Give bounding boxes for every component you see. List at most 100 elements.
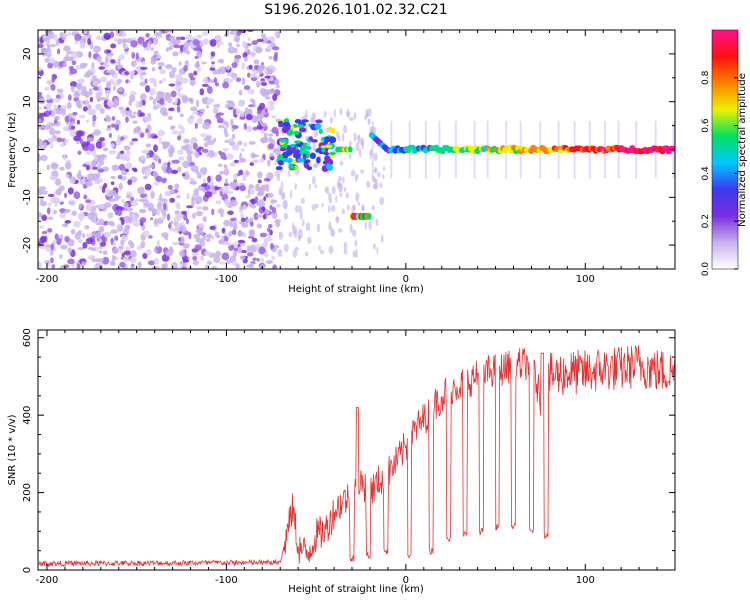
heatmap-noise-blob xyxy=(98,226,105,233)
heatmap-noise-blob xyxy=(224,132,229,138)
heatmap-noise-blob xyxy=(263,132,268,139)
heatmap-noise-blob xyxy=(171,125,176,130)
heatmap-noise-blob xyxy=(194,62,200,69)
heatmap-noise-blob xyxy=(229,181,238,190)
heatmap-noise-blob xyxy=(259,232,267,238)
heatmap-noise-blob xyxy=(38,106,43,110)
heatmap-noise-blob xyxy=(53,209,57,215)
heatmap-noise-blob xyxy=(243,123,247,130)
heatmap-noise-blob xyxy=(53,104,57,110)
heatmap-noise-blob xyxy=(64,162,72,170)
heatmap-noise-blob xyxy=(119,109,127,114)
heatmap-noise-blob xyxy=(82,176,86,185)
heatmap-noise-blob xyxy=(250,51,256,58)
heatmap-noise-blob xyxy=(199,240,206,247)
heatmap-noise-blob xyxy=(271,206,277,214)
heatmap-noise-blob xyxy=(194,152,200,159)
heatmap-noise-blob xyxy=(38,97,46,105)
heatmap-faint-blob xyxy=(328,245,334,255)
heatmap-noise-blob xyxy=(241,40,247,48)
heatmap-noise-blob xyxy=(145,154,150,159)
heatmap-noise-blob xyxy=(50,110,55,116)
heatmap-noise-blob xyxy=(231,133,236,140)
heatmap-noise-blob xyxy=(199,108,206,113)
heatmap-faint-blob xyxy=(372,183,378,190)
heatmap-noise-blob xyxy=(145,32,150,38)
heatmap-noise-blob xyxy=(84,99,89,107)
heatmap-noise-blob xyxy=(213,35,222,41)
heatmap-noise-blob xyxy=(133,168,138,173)
heatmap-faint-blob xyxy=(318,245,322,251)
heatmap-noise-blob xyxy=(267,143,274,150)
heatmap-noise-blob xyxy=(110,43,117,49)
heatmap-noise-blob xyxy=(126,194,131,199)
heatmap-noise-blob xyxy=(63,210,70,214)
heatmap-noise-blob xyxy=(251,67,256,72)
heatmap-noise-blob xyxy=(153,257,160,265)
heatmap-faint-blob xyxy=(371,175,376,182)
heatmap-noise-blob xyxy=(38,118,42,123)
heatmap-noise-blob xyxy=(267,192,275,198)
heatmap-noise-blob xyxy=(139,112,145,117)
heatmap-noise-blob xyxy=(115,30,124,37)
heatmap-noise-blob xyxy=(71,60,77,66)
colorbar-gradient xyxy=(712,30,738,269)
heatmap-noise-blob xyxy=(191,115,195,119)
heatmap-noise-blob xyxy=(133,127,141,133)
heatmap-noise-blob xyxy=(85,233,93,238)
heatmap-tone-blob xyxy=(299,127,307,133)
heatmap-noise-blob xyxy=(163,202,167,211)
heatmap-noise-blob xyxy=(82,106,88,112)
heatmap-noise-blob xyxy=(89,96,94,103)
heatmap-noise-blob xyxy=(183,243,190,249)
heatmap-noise-blob xyxy=(98,250,103,254)
heatmap-noise-blob xyxy=(57,48,61,55)
heatmap-noise-blob xyxy=(82,163,87,168)
heatmap-faint-blob xyxy=(278,187,282,196)
heatmap-noise-blob xyxy=(196,205,202,210)
heatmap-noise-blob xyxy=(186,205,194,209)
heatmap-noise-blob xyxy=(216,117,224,124)
heatmap-noise-blob xyxy=(99,177,103,183)
heatmap-noise-blob xyxy=(232,125,239,129)
heatmap-noise-blob xyxy=(192,260,199,266)
heatmap-noise-blob xyxy=(56,238,62,246)
heatmap-faint-blob xyxy=(354,173,359,180)
heatmap-tone-blob xyxy=(293,140,301,144)
heatmap-noise-blob xyxy=(110,59,116,64)
heatmap-noise-blob xyxy=(189,162,196,166)
heatmap-noise-blob xyxy=(173,39,182,44)
heatmap-noise-blob xyxy=(241,77,246,86)
heatmap-noise-blob xyxy=(233,159,239,163)
heatmap-noise-blob xyxy=(110,123,116,128)
heatmap-faint-blob xyxy=(284,199,288,210)
heatmap-tone-blob xyxy=(277,120,284,125)
heatmap-noise-blob xyxy=(158,91,165,96)
heatmap-noise-blob xyxy=(142,252,148,259)
heatmap-faint-blob xyxy=(350,169,356,177)
heatmap-noise-blob xyxy=(264,107,268,113)
heatmap-faint-blob xyxy=(357,135,360,140)
heatmap-noise-blob xyxy=(259,87,267,96)
heatmap-noise-blob xyxy=(181,145,189,151)
heatmap-noise-blob xyxy=(49,250,54,256)
heatmap-noise-blob xyxy=(248,141,256,145)
heatmap-noise-blob xyxy=(226,153,234,160)
heatmap-noise-blob xyxy=(125,162,133,170)
heatmap-noise-blob xyxy=(226,65,231,70)
heatmap-noise-blob xyxy=(247,187,251,196)
heatmap-noise-blob xyxy=(246,252,254,257)
heatmap-noise-blob xyxy=(189,78,196,87)
heatmap-noise-blob xyxy=(263,177,270,182)
heatmap-noise-blob xyxy=(154,218,158,225)
heatmap-noise-blob xyxy=(273,54,278,62)
heatmap-noise-blob xyxy=(168,150,174,158)
heatmap-noise-blob xyxy=(237,140,243,146)
heatmap-ytick-label: 20 xyxy=(22,48,33,61)
heatmap-faint-blob xyxy=(320,123,323,130)
heatmap-noise-blob xyxy=(53,119,58,124)
heatmap-noise-blob xyxy=(267,64,275,70)
heatmap-noise-blob xyxy=(240,217,246,222)
heatmap-noise-blob xyxy=(93,129,101,136)
